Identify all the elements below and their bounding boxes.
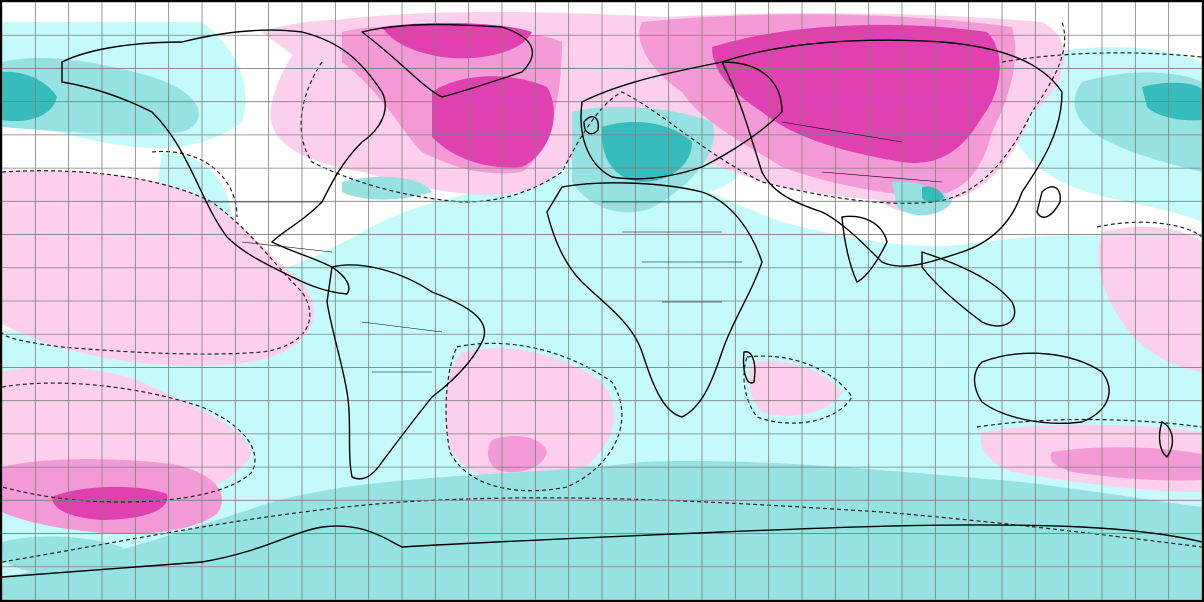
greenland-coast — [361, 23, 534, 98]
antarctica-coast — [2, 524, 1202, 578]
europe-coast — [580, 61, 783, 180]
asia-coast — [721, 39, 1063, 267]
southeast-asia-coast — [921, 251, 1016, 327]
north-america-coast — [61, 29, 386, 295]
africa-coast — [546, 182, 763, 418]
new-zealand-coast — [1158, 421, 1174, 458]
coastlines — [2, 23, 1202, 578]
country-borders — [202, 121, 943, 373]
south-america-coast — [326, 264, 486, 480]
deep-cyan-regions — [2, 71, 1202, 203]
madagascar-coast — [742, 351, 756, 384]
india-coast — [841, 215, 888, 283]
japan-coast — [1036, 186, 1061, 218]
deep-pink-regions — [52, 22, 1000, 520]
australia-coast — [973, 352, 1110, 424]
uk-coast — [583, 116, 599, 135]
